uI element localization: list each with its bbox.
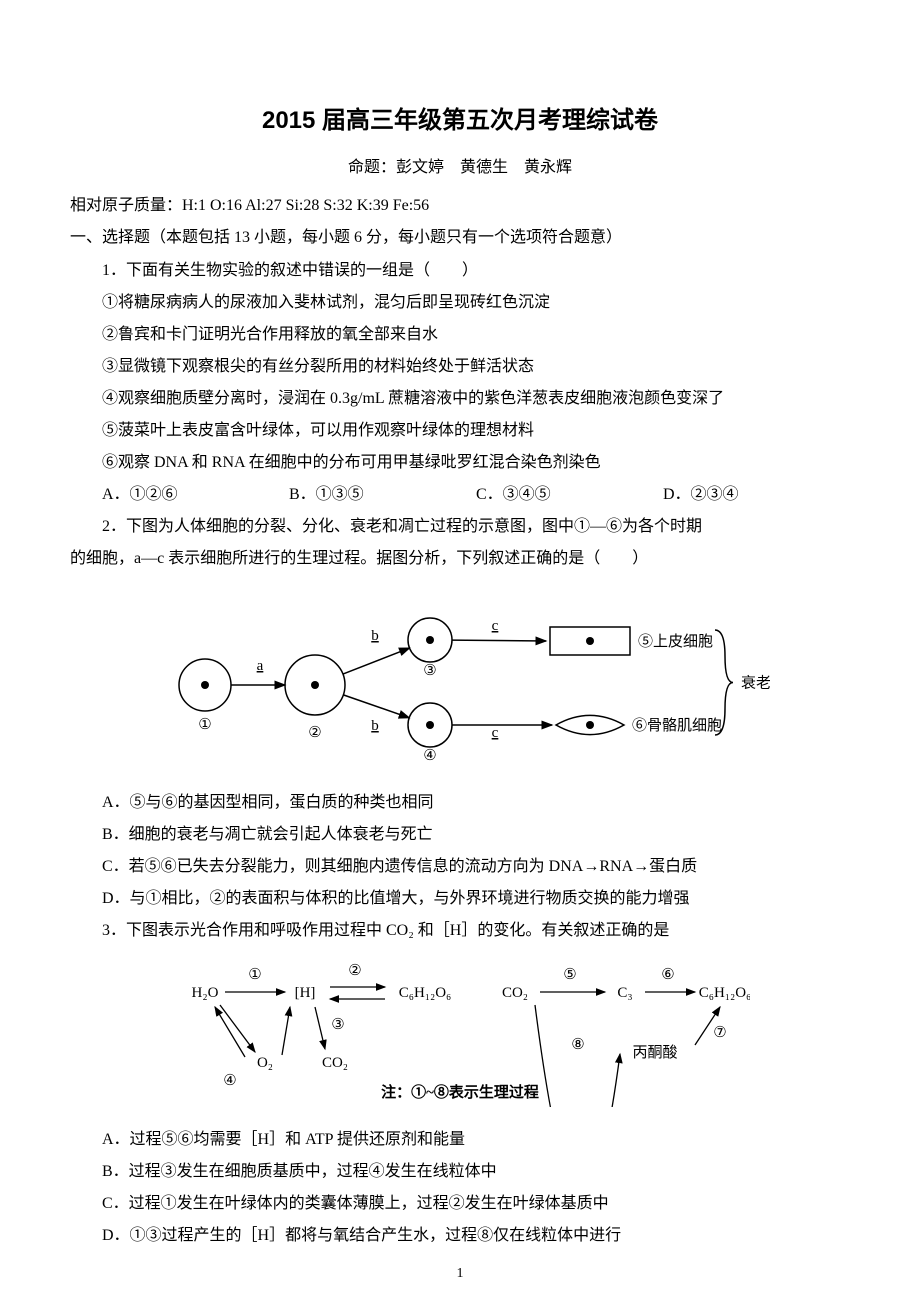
svg-text:b: b (371, 628, 379, 644)
authors-line: 命题：彭文婷 黄德生 黄永辉 (70, 153, 850, 177)
svg-text:②: ② (348, 963, 361, 979)
svg-text:丙酮酸: 丙酮酸 (632, 1044, 677, 1061)
q2-opt-d: D．与①相比，②的表面积与体积的比值增大，与外界环境进行物质交换的能力增强 (70, 883, 850, 915)
q3-opt-a: A．过程⑤⑥均需要［H］和 ATP 提供还原剂和能量 (70, 1124, 850, 1156)
q2-opt-a: A．⑤与⑥的基因型相同，蛋白质的种类也相同 (70, 787, 850, 819)
q2-opt-c: C．若⑤⑥已失去分裂能力，则其细胞内遗传信息的流动方向为 DNA→RNA→蛋白质 (70, 851, 850, 883)
svg-text:CO₂: CO₂ (322, 1055, 348, 1071)
q3-opt-b: B．过程③发生在细胞质基质中，过程④发生在线粒体中 (70, 1156, 850, 1188)
q3-opt-d: D．①③过程产生的［H］都将与氧结合产生水，过程⑧仅在线粒体中进行 (70, 1220, 850, 1252)
svg-text:⑤上皮细胞: ⑤上皮细胞 (638, 633, 713, 650)
svg-text:注：①~⑧表示生理过程: 注：①~⑧表示生理过程 (381, 1083, 539, 1101)
page-number: 1 (0, 1266, 920, 1282)
svg-text:H₂O: H₂O (192, 985, 219, 1001)
q2-figure: ① ② ③ ④ ⑤上皮细胞 ⑥骨骼肌细胞 a b b c c 衰老、凋亡 (70, 585, 850, 775)
q2-stem-b: 的细胞，a—c 表示细胞所进行的生理过程。据图分析，下列叙述正确的是（ ） (70, 543, 850, 575)
atomic-mass-line: 相对原子质量：H:1 O:16 Al:27 Si:28 S:32 K:39 Fe… (70, 191, 850, 215)
svg-text:⑦: ⑦ (713, 1025, 726, 1041)
svg-text:①: ① (198, 717, 211, 733)
q3-opt-c: C．过程①发生在叶绿体内的类囊体薄膜上，过程②发生在叶绿体基质中 (70, 1188, 850, 1220)
q1-opt-b: B．①③⑤ (289, 479, 476, 511)
section-heading: 一、选择题（本题包括 13 小题，每小题 6 分，每小题只有一个选项符合题意） (70, 223, 850, 247)
q1-opt-d: D．②③④ (663, 479, 850, 511)
q1-line-2: ②鲁宾和卡门证明光合作用释放的氧全部来自水 (70, 319, 850, 351)
svg-text:c: c (492, 618, 499, 634)
svg-text:a: a (257, 658, 264, 674)
svg-text:④: ④ (423, 748, 436, 764)
svg-text:①: ① (248, 967, 261, 983)
q1-line-1: ①将糖尿病病人的尿液加入斐林试剂，混匀后即呈现砖红色沉淀 (70, 287, 850, 319)
svg-text:C₆H₁₂O₆: C₆H₁₂O₆ (399, 985, 452, 1001)
q1-line-3: ③显微镜下观察根尖的有丝分裂所用的材料始终处于鲜活状态 (70, 351, 850, 383)
svg-text:③: ③ (423, 663, 436, 679)
svg-text:衰老、凋亡: 衰老、凋亡 (741, 675, 770, 692)
svg-text:c: c (492, 725, 499, 741)
q1-opt-c: C．③④⑤ (476, 479, 663, 511)
q1-options: A．①②⑥ B．①③⑤ C．③④⑤ D．②③④ (70, 479, 850, 511)
q2-stem-a: 2．下图为人体细胞的分裂、分化、衰老和凋亡过程的示意图，图中①—⑥为各个时期 (70, 511, 850, 543)
q1-stem: 1．下面有关生物实验的叙述中错误的一组是（ ） (70, 255, 850, 287)
svg-text:C₃: C₃ (617, 985, 632, 1001)
svg-text:CO₂: CO₂ (502, 985, 528, 1001)
svg-text:②: ② (308, 725, 321, 741)
svg-text:⑥骨骼肌细胞: ⑥骨骼肌细胞 (632, 717, 722, 734)
q1-line-5: ⑤菠菜叶上表皮富含叶绿体，可以用作观察叶绿体的理想材料 (70, 415, 850, 447)
svg-text:[H]: [H] (295, 985, 316, 1001)
svg-text:O₂: O₂ (257, 1055, 273, 1071)
q3-figure: H₂O O₂ [H] CO₂ C₆H₁₂O₆ ① ② ③ ④ CO₂ C₃ C₆H₁₂O₆ 丙酮酸 ⑤ ⑥ ⑦… (70, 957, 850, 1112)
svg-text:⑧: ⑧ (571, 1037, 584, 1053)
q1-line-4: ④观察细胞质壁分离时，浸润在 0.3g/mL 蔗糖溶液中的紫色洋葱表皮细胞液泡颜… (70, 383, 850, 415)
exam-title: 2015 届高三年级第五次月考理综试卷 (70, 100, 850, 135)
q3-stem: 3．下图表示光合作用和呼吸作用过程中 CO₂ 和［H］的变化。有关叙述正确的是 (70, 915, 850, 947)
q1-opt-a: A．①②⑥ (102, 479, 289, 511)
q1-line-6: ⑥观察 DNA 和 RNA 在细胞中的分布可用甲基绿吡罗红混合染色剂染色 (70, 447, 850, 479)
svg-text:④: ④ (223, 1073, 236, 1089)
svg-text:C₆H₁₂O₆: C₆H₁₂O₆ (699, 985, 750, 1001)
q2-opt-b: B．细胞的衰老与凋亡就会引起人体衰老与死亡 (70, 819, 850, 851)
svg-text:b: b (371, 718, 379, 734)
svg-text:③: ③ (331, 1017, 344, 1033)
svg-text:⑤: ⑤ (563, 967, 576, 983)
svg-text:⑥: ⑥ (661, 967, 674, 983)
